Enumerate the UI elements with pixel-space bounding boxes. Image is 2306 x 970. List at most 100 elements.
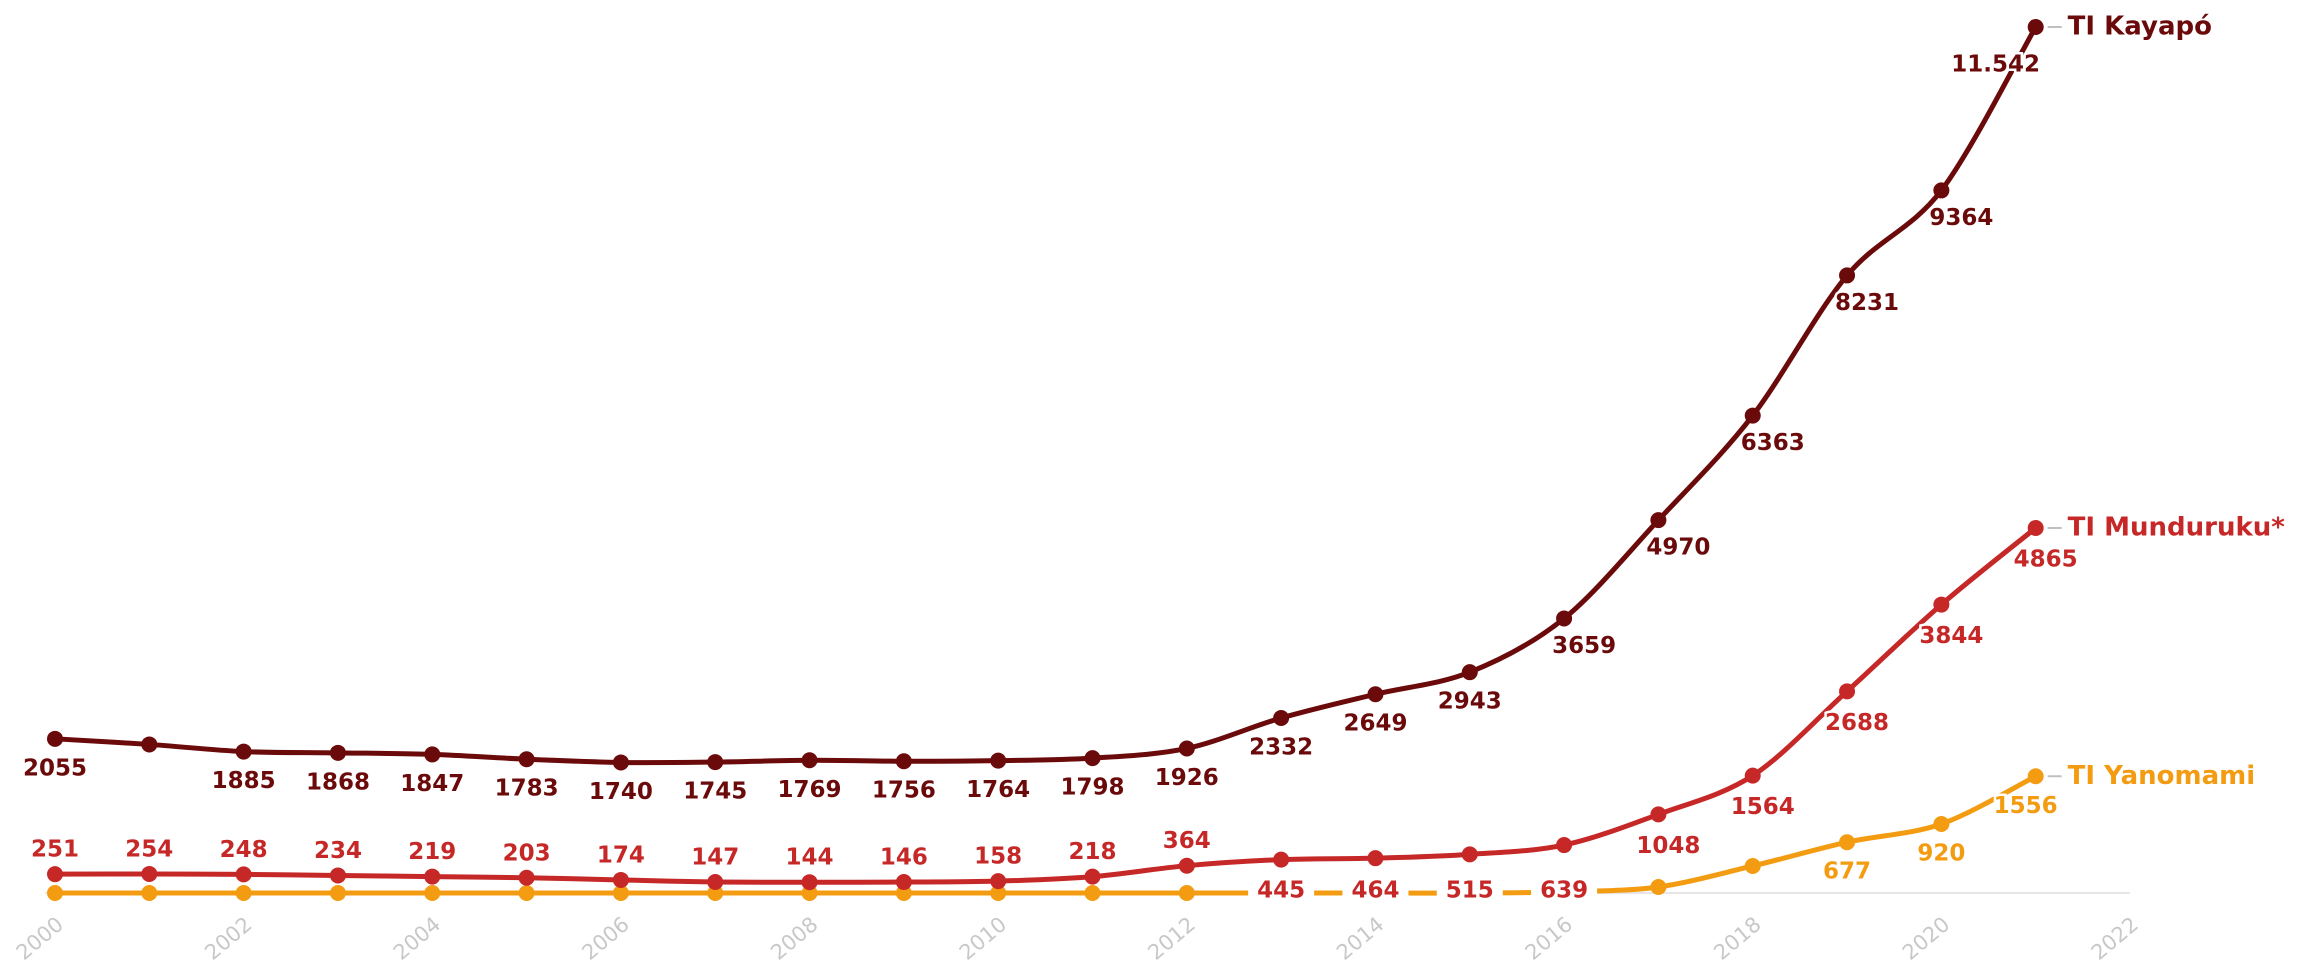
series-names: TI Kayapó TI Munduruku* TI Yanomami (2047, 12, 2285, 791)
x-tick-label: 2014 (1332, 912, 1388, 965)
data-label: 1769 (778, 777, 842, 803)
data-label: 677 (1823, 859, 1871, 885)
data-point (2027, 768, 2044, 785)
label-background (1436, 874, 1503, 904)
data-label: 146 (880, 845, 928, 871)
data-label: 639 (1540, 878, 1588, 904)
data-point (801, 874, 818, 891)
data-point (47, 866, 63, 883)
data-point (518, 869, 535, 886)
x-axis: 2000 2002 2004 2006 2008 2010 2012 2014 2016 2018… (12, 892, 2143, 965)
data-point (612, 754, 629, 771)
data-point (141, 865, 158, 882)
data-label: 11.542 (1951, 52, 2040, 78)
data-point (235, 866, 252, 883)
data-point (1933, 182, 1950, 199)
data-point (1839, 834, 1856, 851)
data-label: 3844 (1919, 623, 1983, 649)
data-label: 8231 (1835, 290, 1899, 316)
data-label: 1798 (1060, 775, 1124, 801)
data-label: 1783 (495, 776, 559, 802)
data-label: 1740 (589, 779, 653, 805)
data-label: 2649 (1343, 711, 1407, 737)
data-label: 219 (408, 839, 456, 865)
data-label: 3659 (1552, 633, 1616, 659)
x-tick-label: 2010 (955, 912, 1011, 965)
data-label: 1926 (1155, 765, 1219, 791)
data-label: 1764 (966, 777, 1030, 803)
data-point (1461, 664, 1478, 681)
x-tick-label: 2008 (766, 912, 822, 965)
data-point (2027, 519, 2044, 536)
series-line (52, 525, 2039, 885)
x-tick-label: 2006 (578, 912, 634, 965)
data-label: 2943 (1438, 689, 1502, 715)
data-point (1744, 767, 1761, 784)
data-point (424, 885, 441, 901)
data-point (1650, 878, 1667, 895)
data-point (424, 746, 441, 763)
data-point (895, 753, 912, 770)
series-name-label: TI Kayapó (2068, 12, 2212, 42)
data-point (1933, 596, 1950, 613)
data-point (47, 730, 63, 747)
data-label: 158 (974, 844, 1022, 870)
data-point (141, 885, 158, 901)
data-label: 147 (691, 844, 739, 870)
label-background (1531, 874, 1598, 904)
data-label: 1048 (1636, 833, 1700, 859)
data-label: 4970 (1646, 535, 1710, 561)
data-point (707, 754, 724, 771)
data-point (895, 874, 912, 891)
data-point (235, 743, 252, 760)
data-point (1273, 710, 1290, 727)
data-label: 251 (31, 837, 79, 863)
data-point (1178, 857, 1195, 874)
x-tick-label: 2018 (1709, 912, 1765, 965)
data-point (1556, 610, 1573, 627)
label-background (1248, 874, 1315, 904)
data-label: 920 (1917, 840, 1965, 866)
series-line (52, 773, 2039, 896)
data-point (1461, 846, 1478, 863)
data-label: 174 (597, 842, 645, 868)
label-background (1342, 874, 1409, 904)
data-point (707, 885, 724, 901)
data-label: 1756 (872, 778, 936, 804)
data-point (1933, 815, 1950, 832)
data-point (1744, 407, 1761, 424)
data-point (707, 873, 724, 890)
data-label: 144 (786, 845, 834, 871)
data-label: 1745 (683, 779, 747, 805)
data-point (235, 885, 252, 901)
data-point (1084, 885, 1101, 901)
data-point (1839, 267, 1856, 284)
x-tick-label: 2012 (1143, 912, 1199, 965)
data-point (518, 885, 535, 901)
data-point (329, 885, 346, 901)
data-label: 2688 (1825, 710, 1889, 736)
data-point (1367, 850, 1384, 867)
x-tick-label: 2020 (1898, 912, 1954, 965)
data-label: 1885 (212, 768, 276, 794)
data-point (1650, 806, 1667, 823)
data-point (990, 885, 1007, 901)
data-point (1084, 750, 1101, 767)
x-tick-label: 2000 (12, 912, 68, 965)
data-label: 445 (1257, 878, 1305, 904)
x-tick-label: 2022 (2087, 912, 2143, 965)
data-point (1744, 857, 1761, 874)
data-label: 254 (125, 836, 173, 862)
data-point (424, 868, 441, 885)
data-point (2027, 19, 2044, 35)
data-label: 203 (503, 840, 551, 866)
data-point (1367, 686, 1384, 703)
data-point (1650, 512, 1667, 529)
data-label: 464 (1351, 878, 1399, 904)
data-point (1556, 837, 1573, 854)
data-label: 1868 (306, 769, 370, 795)
data-point (1084, 868, 1101, 885)
data-label: 218 (1068, 839, 1116, 865)
data-label: 1847 (400, 771, 464, 797)
data-point (141, 736, 158, 753)
